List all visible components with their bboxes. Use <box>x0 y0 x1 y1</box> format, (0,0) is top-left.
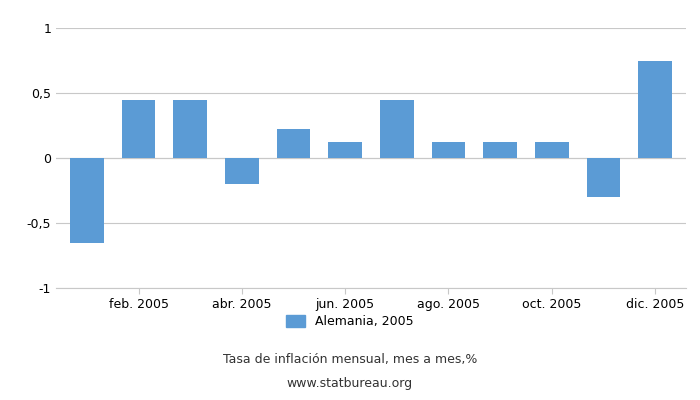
Bar <box>587 158 620 197</box>
Text: Tasa de inflación mensual, mes a mes,%: Tasa de inflación mensual, mes a mes,% <box>223 354 477 366</box>
Bar <box>174 100 207 158</box>
Bar <box>380 100 414 158</box>
Bar <box>638 60 672 158</box>
Bar <box>432 142 466 158</box>
Bar <box>122 100 155 158</box>
Text: www.statbureau.org: www.statbureau.org <box>287 378 413 390</box>
Bar <box>483 142 517 158</box>
Bar <box>276 129 310 158</box>
Bar <box>328 142 362 158</box>
Bar <box>225 158 259 184</box>
Bar <box>535 142 568 158</box>
Legend: Alemania, 2005: Alemania, 2005 <box>281 310 419 333</box>
Bar <box>70 158 104 242</box>
